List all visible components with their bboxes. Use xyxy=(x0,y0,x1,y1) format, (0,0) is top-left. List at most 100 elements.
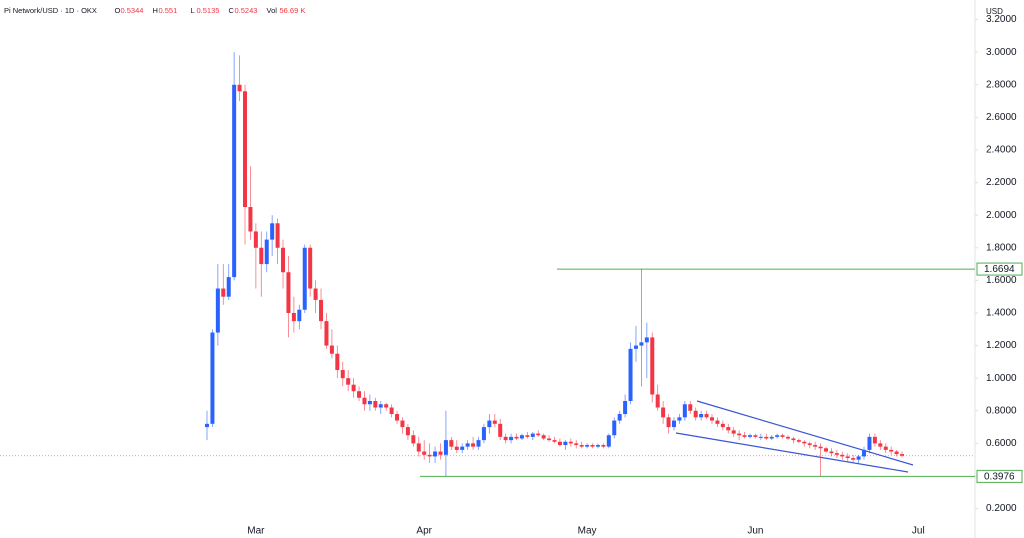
y-tick-label: 2.8000 xyxy=(986,79,1017,90)
y-tick-label: 2.6000 xyxy=(986,112,1017,123)
candle-body xyxy=(232,84,237,278)
candle-body xyxy=(433,451,438,457)
candle-body xyxy=(492,420,497,424)
candle-body xyxy=(688,404,693,411)
candle-body xyxy=(829,451,834,454)
x-tick-label: May xyxy=(578,526,597,537)
candle-body xyxy=(357,391,362,398)
candle-body xyxy=(557,441,562,446)
candle-body xyxy=(623,401,628,415)
y-tick-label: 1.6000 xyxy=(986,275,1017,286)
candle-body xyxy=(351,384,356,392)
candle-body xyxy=(530,433,535,437)
y-tick-label: 2.2000 xyxy=(986,177,1017,188)
candle-body xyxy=(889,449,894,452)
candle-body xyxy=(764,436,769,439)
candle-body xyxy=(563,441,568,446)
candle-body xyxy=(291,312,296,322)
candle-body xyxy=(612,420,617,436)
candle-body xyxy=(541,435,546,439)
candle-body xyxy=(617,414,622,421)
y-tick-label: 2.4000 xyxy=(986,145,1017,156)
candle-body xyxy=(536,433,541,436)
candle-body xyxy=(753,435,758,437)
ohlc-label: H xyxy=(153,6,158,15)
candle-body xyxy=(237,84,242,92)
candle-body xyxy=(633,345,638,349)
candle-body xyxy=(682,404,687,418)
candle-body xyxy=(872,436,877,444)
candle-body xyxy=(465,443,470,447)
candle-body xyxy=(628,348,633,402)
currency-label: USD xyxy=(986,7,1003,16)
candle-body xyxy=(796,440,801,442)
trendline-upper xyxy=(696,400,914,466)
candle-body xyxy=(384,404,389,408)
candle-body xyxy=(243,91,248,208)
candle-body xyxy=(481,427,486,441)
candle-body xyxy=(519,435,524,439)
candle-body xyxy=(856,456,861,460)
candle-body xyxy=(509,436,514,441)
candle-body xyxy=(275,223,280,248)
candle-body xyxy=(471,443,476,447)
y-tick-label: 0.6000 xyxy=(986,438,1017,449)
candle-body xyxy=(547,438,552,441)
candle-body xyxy=(878,443,883,447)
candle-body xyxy=(248,207,253,232)
candle-body xyxy=(400,420,405,428)
candle-body xyxy=(329,345,334,354)
candle-body xyxy=(297,309,302,322)
candle-body xyxy=(818,446,823,449)
candle-body xyxy=(585,445,590,447)
candle-body xyxy=(226,277,231,297)
candle-body xyxy=(215,288,220,333)
candle-body xyxy=(346,378,351,385)
candle-body xyxy=(862,449,867,457)
candle-body xyxy=(438,451,443,455)
level-label-box xyxy=(976,469,1023,483)
candle-body xyxy=(579,445,584,447)
candle-body xyxy=(568,441,573,444)
candle-body xyxy=(514,436,519,439)
candle-body xyxy=(731,430,736,434)
candle-body xyxy=(259,247,264,265)
candle-body xyxy=(791,438,796,441)
y-tick-label: 1.0000 xyxy=(986,373,1017,384)
candle-body xyxy=(574,443,579,446)
candle-body xyxy=(845,456,850,459)
candle-body xyxy=(443,440,448,455)
candle-body xyxy=(666,417,671,428)
ohlc-label: C xyxy=(229,6,235,15)
candle-body xyxy=(726,427,731,431)
candle-body xyxy=(807,443,812,446)
x-tick-label: Jun xyxy=(747,526,763,537)
candle-body xyxy=(498,423,503,437)
candle-body xyxy=(590,445,595,447)
candle-body xyxy=(720,423,725,428)
ohlc-label: O xyxy=(115,6,121,15)
candle-body xyxy=(786,436,791,439)
candle-body xyxy=(427,454,432,457)
ohlc-label: L xyxy=(191,6,195,15)
candle-body xyxy=(677,417,682,421)
candle-body xyxy=(525,435,530,437)
candle-body xyxy=(221,288,226,297)
level-label: 0.3976 xyxy=(984,472,1015,483)
candle-body xyxy=(780,435,785,437)
candle-body xyxy=(715,420,720,424)
ohlc-value: 0.5135 xyxy=(197,6,220,15)
candle-body xyxy=(367,401,372,405)
candle-body xyxy=(737,433,742,436)
candle-body xyxy=(503,436,508,441)
candle-body xyxy=(416,443,421,452)
candle-body xyxy=(644,337,649,343)
trendline-lower xyxy=(675,432,909,473)
candle-body xyxy=(302,247,307,310)
candle-body xyxy=(395,414,400,421)
candle-body xyxy=(813,445,818,447)
candle-body xyxy=(286,272,291,313)
candle-body xyxy=(758,436,763,438)
candle-body xyxy=(205,423,209,428)
candle-body xyxy=(362,397,367,405)
